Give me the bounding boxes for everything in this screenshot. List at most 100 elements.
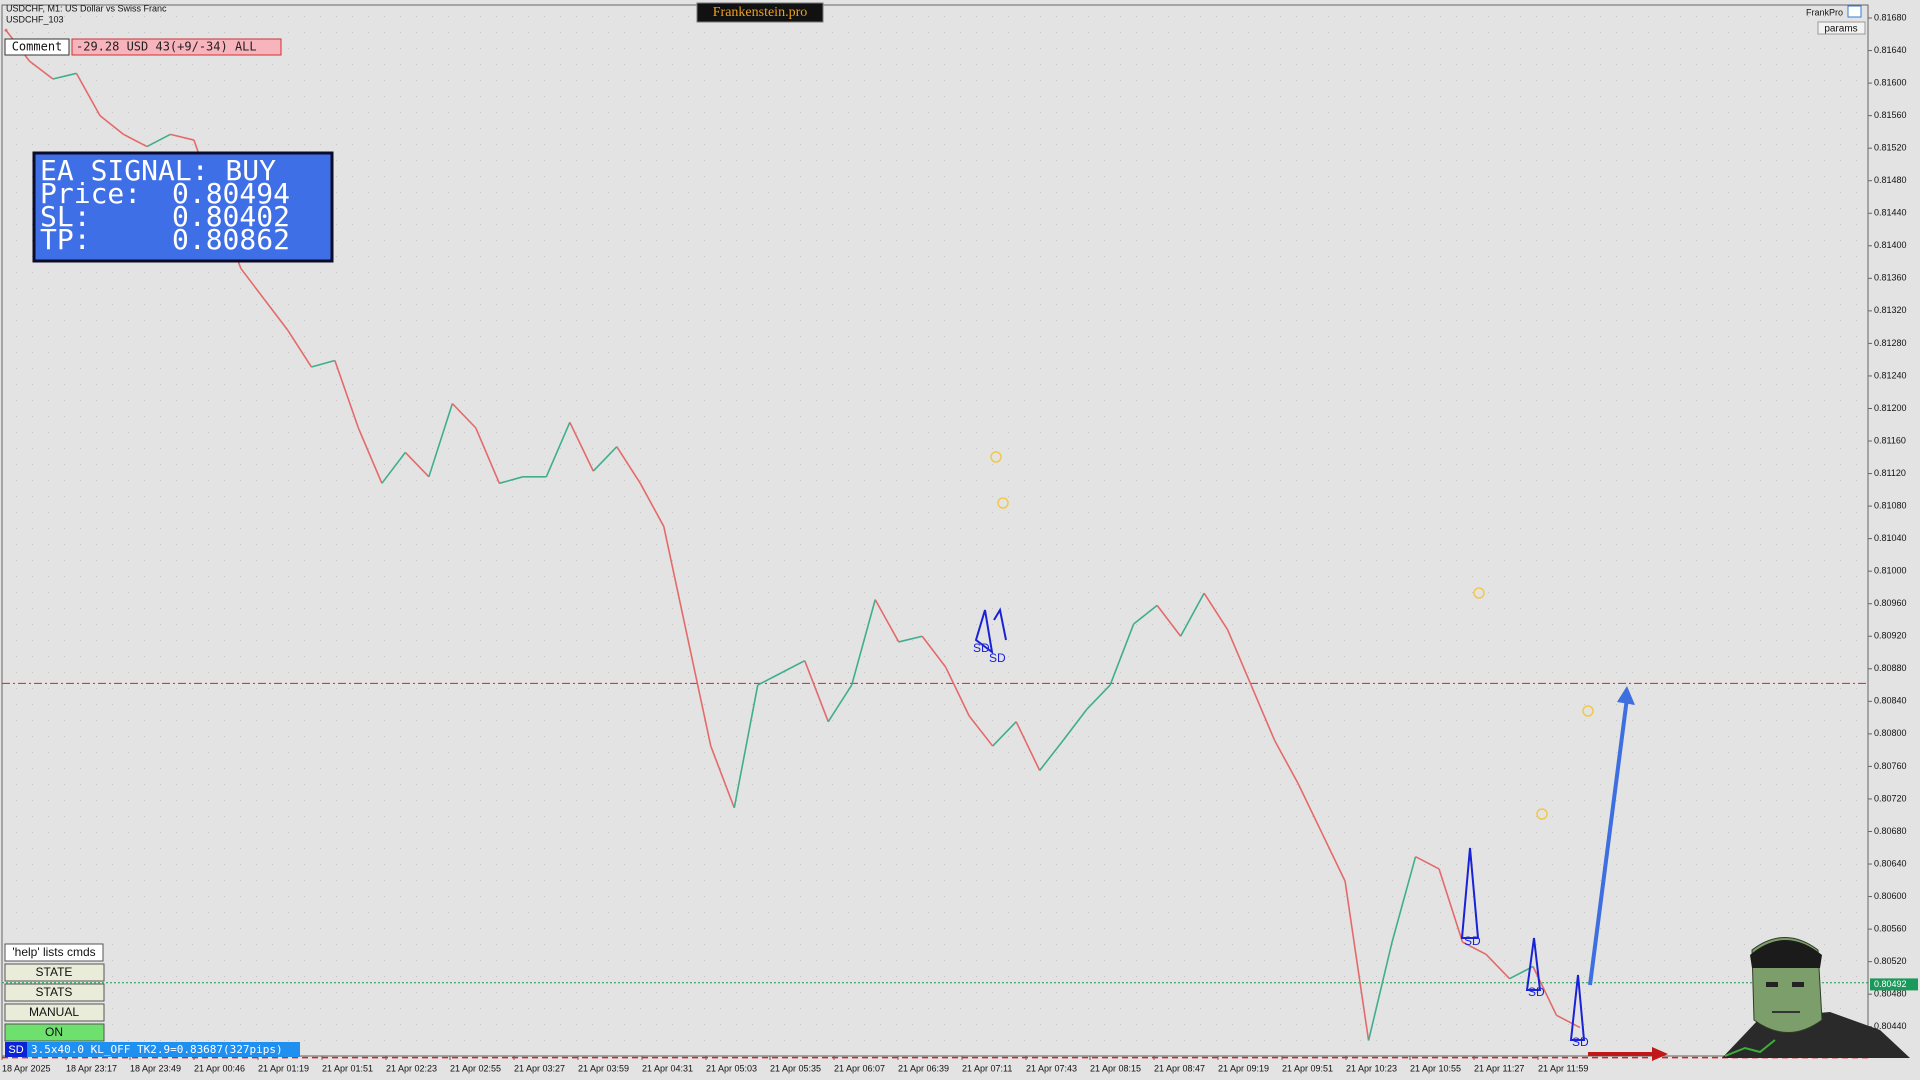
price-segment (428, 403, 454, 478)
y-tick-label: 0.81120 (1874, 468, 1906, 478)
price-segment (803, 660, 829, 722)
markers (990, 451, 1594, 820)
symbol-title: USDCHF, M1: US Dollar vs Swiss Franc (6, 3, 167, 13)
button[interactable] (4, 983, 105, 1002)
button-label[interactable]: MANUAL (29, 1005, 79, 1019)
button-label[interactable]: STATS (36, 985, 73, 999)
x-tick-label: 21 Apr 02:23 (386, 1063, 437, 1073)
price-segment (1203, 592, 1229, 631)
price-segment (1415, 855, 1440, 870)
price-segment (992, 721, 1017, 747)
price-segment (757, 672, 782, 686)
button[interactable] (4, 963, 105, 982)
price-segment (616, 446, 641, 484)
price-segment (287, 329, 313, 368)
y-tick-label: 0.81600 (1874, 77, 1907, 87)
comment-box (71, 38, 282, 56)
y-tick-label: 0.80720 (1874, 793, 1907, 803)
price-segment (1344, 880, 1370, 1041)
signal-box (32, 151, 334, 263)
price-segment (921, 635, 947, 668)
price-segment (357, 427, 383, 484)
signal-row-label: Price: (40, 177, 141, 210)
y-tick-label: 0.81520 (1874, 143, 1907, 153)
x-tick-label: 21 Apr 11:59 (1538, 1063, 1588, 1073)
x-tick-label: 21 Apr 01:19 (258, 1063, 309, 1073)
price-segment (850, 599, 876, 686)
price-segment (334, 360, 360, 429)
price-segment (592, 446, 618, 472)
y-tick-label: 0.81080 (1874, 500, 1907, 510)
params-button[interactable] (1817, 21, 1866, 35)
mascot (1722, 937, 1910, 1058)
brand: Frankenstein.pro (713, 5, 807, 20)
x-tick-label: 21 Apr 07:43 (1026, 1063, 1077, 1073)
signal-row-value: 0.80862 (172, 223, 290, 256)
y-tick-label: 0.80960 (1874, 598, 1907, 608)
signal-rows: Price: 0.80494 SL: 0.80402 TP: 0.80862 (40, 177, 290, 256)
x-tick-label: 18 Apr 23:49 (130, 1063, 181, 1073)
marker (1582, 705, 1594, 717)
price-segment (663, 526, 689, 637)
x-tick-label: 18 Apr 23:17 (66, 1063, 117, 1073)
user-icon (1847, 5, 1862, 18)
arrow-head (1652, 1047, 1668, 1061)
signal-row-label: TP: (40, 223, 91, 256)
x-tick-label: 21 Apr 04:31 (642, 1063, 693, 1073)
button[interactable] (4, 943, 104, 962)
price-segment (1438, 868, 1464, 943)
price-segment (1532, 966, 1558, 1016)
params-label[interactable]: params (1824, 24, 1857, 35)
x-tick-label: 21 Apr 03:27 (514, 1063, 565, 1073)
y-tick-label: 0.80560 (1874, 923, 1907, 933)
pattern (1460, 847, 1480, 939)
price-segment (944, 666, 970, 717)
button[interactable] (4, 1003, 105, 1022)
button-label[interactable]: STATE (36, 965, 73, 979)
price-segment (1086, 684, 1111, 711)
y-tick-label: 0.80600 (1874, 891, 1907, 901)
comment-label: Comment (12, 40, 63, 54)
pattern (1525, 937, 1542, 991)
pattern (974, 607, 1007, 655)
button-label[interactable]: ON (45, 1025, 63, 1039)
pattern-label: SD (1572, 1035, 1589, 1049)
pattern-label: SD (1528, 985, 1545, 999)
price-segment (1273, 739, 1299, 784)
price-segment (827, 684, 853, 723)
price-segment (1297, 783, 1323, 833)
price-segment (123, 133, 148, 148)
y-tick-label: 0.80800 (1874, 728, 1907, 738)
y-tick-label: 0.80680 (1874, 826, 1907, 836)
button[interactable] (4, 1023, 105, 1042)
chart-id: USDCHF_103 (6, 14, 64, 24)
price-segment (29, 60, 54, 80)
price-segment (451, 403, 477, 429)
button-label[interactable]: 'help' lists cmds (12, 945, 95, 959)
pattern (1569, 974, 1586, 1041)
comment-text: -29.28 USD 43(+9/-34) ALL (76, 40, 257, 54)
status-bar (5, 1042, 300, 1057)
price-segment (874, 599, 900, 643)
price-segment (545, 421, 571, 478)
price-segment (263, 298, 289, 331)
bid-box (1870, 978, 1918, 991)
x-tick-label: 21 Apr 06:07 (834, 1063, 885, 1073)
user-name: FrankPro (1806, 7, 1843, 17)
y-tick-label: 0.81680 (1874, 12, 1907, 22)
signal-row-value: 0.80402 (172, 200, 290, 233)
y-tick-label: 0.81480 (1874, 175, 1907, 185)
marker (997, 497, 1009, 509)
price-segment (780, 659, 806, 674)
price-segment (1367, 941, 1393, 1041)
marker (1473, 587, 1485, 599)
x-tick-label: 21 Apr 07:11 (962, 1063, 1012, 1073)
price-segment (1391, 856, 1417, 943)
price-segment (1179, 592, 1205, 637)
price-segment (311, 359, 336, 368)
signal-row-label: SL: (40, 200, 91, 233)
x-tick-label: 21 Apr 05:03 (706, 1063, 757, 1073)
